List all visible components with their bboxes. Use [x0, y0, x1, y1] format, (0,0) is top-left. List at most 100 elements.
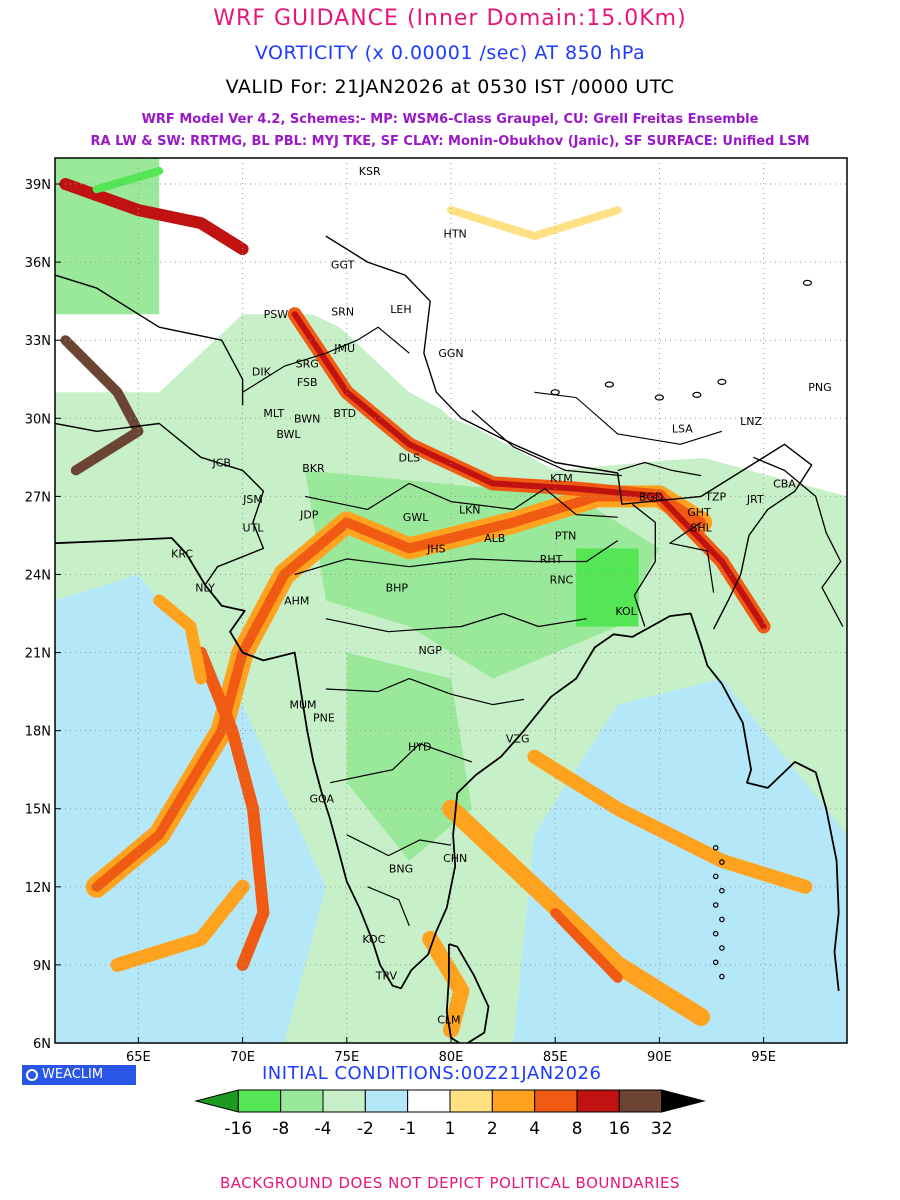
lat-tick-label-15N: 15N [25, 803, 51, 818]
andaman-island-5 [712, 902, 719, 908]
field-band-dark-2 [291, 311, 767, 630]
boundary-states-6 [346, 834, 452, 857]
boundary-nepal [471, 410, 622, 477]
lake-2 [550, 389, 560, 396]
lon-tick-label-90E: 90E [647, 1050, 672, 1065]
boundary-tibet [534, 391, 723, 445]
andaman-island-3 [712, 873, 719, 880]
lon-tick-label-95E: 95E [751, 1050, 776, 1065]
lat-tick-label-33N: 33N [25, 334, 51, 349]
station-btd: BTD [333, 407, 356, 420]
andaman-island-6 [719, 916, 725, 923]
initial-conditions: INITIAL CONDITIONS:00Z21JAN2026 [262, 1063, 602, 1084]
station-jsm: JSM [242, 493, 263, 506]
station-jmu: JMU [333, 342, 355, 355]
colorbar-label-4: -2 [357, 1119, 374, 1139]
colorbar-label-11: 32 [651, 1119, 673, 1139]
station-jhs: JHS [426, 542, 446, 555]
lake-4 [654, 394, 665, 401]
station-lkn: LKN [459, 503, 481, 516]
colorbar-swatch-6 [407, 1089, 451, 1113]
station-bwn: BWN [294, 412, 320, 425]
station-chn: CHN [443, 852, 467, 865]
station-jrt: JRT [746, 493, 764, 506]
coastlines-boundaries [55, 235, 844, 1043]
valid-time: VALID For: 21JAN2026 at 0530 IST /0000 U… [225, 76, 675, 98]
station-trv: TRV [375, 969, 398, 982]
station-shl: SHL [690, 522, 712, 535]
model-info-line2: RA LW & SW: RRTMG, BL PBL: MYJ TKE, SF C… [90, 134, 810, 149]
station-jdp: JDP [299, 509, 319, 522]
field-green-bengal [576, 548, 639, 627]
colorbar-swatch-4 [322, 1089, 366, 1113]
boundary-ne [669, 521, 715, 593]
boundary-kashmir [242, 326, 410, 393]
station-ptn: PTN [555, 529, 577, 542]
field-band-north [447, 206, 622, 241]
boundary-states-4 [325, 677, 524, 706]
field-band-karachi [153, 594, 207, 685]
lon-tick-label-75E: 75E [334, 1050, 359, 1065]
boundary-afpak [55, 274, 244, 406]
field-green-nw [55, 158, 160, 315]
weaclim-logo: WEACLIM [22, 1065, 136, 1085]
lon-tick-label-85E: 85E [543, 1050, 568, 1065]
station-mlt: MLT [263, 407, 284, 420]
station-srn: SRN [331, 306, 354, 319]
lon-tick-label-65E: 65E [126, 1050, 151, 1065]
lake-5 [692, 391, 702, 398]
andaman-island-8 [719, 945, 725, 951]
station-leh: LEH [390, 303, 411, 316]
lake-1 [802, 279, 813, 286]
station-srg: SRG [296, 358, 319, 371]
station-psw: PSW [264, 308, 289, 321]
field-band-nw-2 [60, 335, 144, 476]
colorbar-swatch-5 [364, 1089, 409, 1113]
station-kol: KOL [615, 605, 637, 618]
field-band-nw-3 [92, 167, 164, 194]
station-lnz: LNZ [740, 415, 762, 428]
station-labels: KSR HTN GGT LEH PSW SRN JMU GGN DIK SRG FSB PNG MLT B… [171, 165, 831, 1027]
station-mum: MUM [289, 699, 316, 712]
model-info-line1: WRF Model Ver 4.2, Schemes:- MP: WSM6-Cl… [141, 112, 759, 127]
andaman-island-9 [712, 959, 719, 966]
colorbar-swatch-12 [661, 1089, 706, 1113]
station-ahm: AHM [284, 595, 309, 608]
colorbar-swatch-9 [534, 1089, 578, 1113]
station-clm: CLM [437, 1014, 460, 1027]
station-utl: UTL [243, 522, 265, 535]
colorbar: -16 -8 -4 -2 -1 1 2 4 8 16 32 [194, 1089, 706, 1139]
coastline-sri-lanka [445, 943, 490, 1043]
colorbar-swatch-1 [194, 1089, 239, 1113]
lat-tick-label-12N: 12N [25, 881, 51, 896]
boundary-states-1 [304, 482, 618, 518]
boundary-bangladesh [631, 503, 656, 627]
colorbar-swatch-11 [618, 1089, 663, 1113]
station-bgd: BGD [639, 490, 663, 503]
station-vzg: VZG [506, 732, 530, 745]
station-dls: DLS [399, 451, 421, 464]
station-htn: HTN [444, 227, 467, 240]
lat-tick-label-6N: 6N [33, 1037, 51, 1052]
andaman-island-4 [719, 887, 725, 894]
field-band-orange-7 [422, 930, 470, 1038]
field-band-red-3 [194, 646, 270, 971]
variable-subtitle: VORTICITY (x 0.00001 /sec) AT 850 hPa [254, 42, 646, 64]
station-ggn: GGN [438, 347, 463, 360]
station-bng: BNG [389, 863, 413, 876]
andaman-island-2 [719, 859, 725, 865]
colorbar-swatch-8 [491, 1089, 536, 1113]
station-ngp: NGP [418, 644, 442, 657]
lat-tick-label-24N: 24N [25, 568, 51, 583]
lat-tick-label-27N: 27N [25, 490, 51, 505]
station-bkr: BKR [302, 462, 325, 475]
station-alb: ALB [484, 532, 505, 545]
station-ght: GHT [687, 506, 711, 519]
colorbar-label-10: 16 [608, 1119, 630, 1139]
station-nly: NLY [195, 581, 215, 594]
field-band-orange-6 [110, 879, 250, 972]
colorbar-label-9: 8 [572, 1119, 583, 1139]
station-krc: KRC [171, 548, 193, 561]
boundary-states-5 [329, 743, 472, 784]
